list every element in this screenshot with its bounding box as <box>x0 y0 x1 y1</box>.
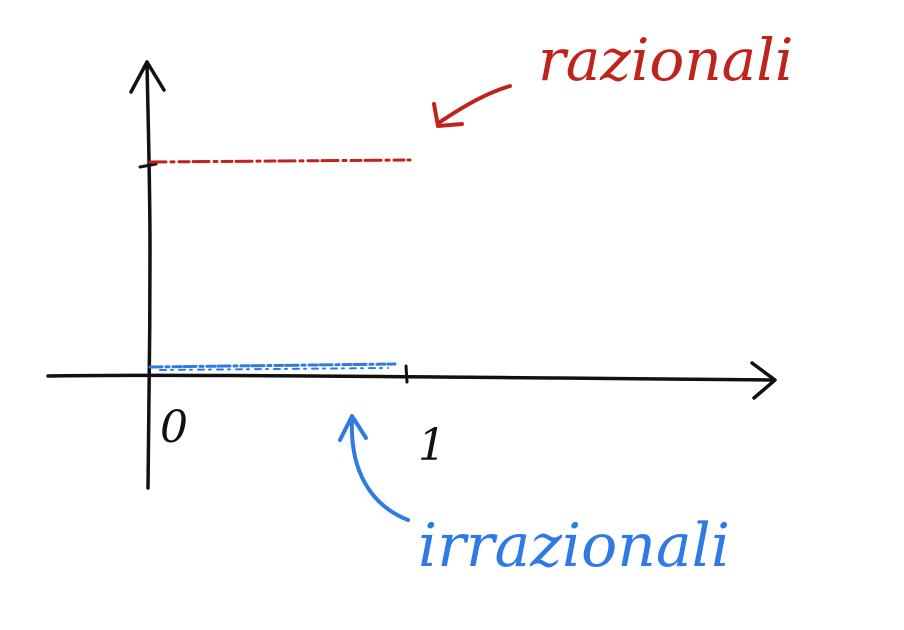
tick-label-one: 1 <box>418 420 446 471</box>
irrational-arrow <box>349 418 410 522</box>
irrational-level-line <box>148 362 397 369</box>
rational-level-line <box>148 158 412 164</box>
rational-arrowhead <box>432 102 464 128</box>
x-tick-one <box>404 364 409 384</box>
x-axis-arrowhead <box>750 361 777 400</box>
x-axis <box>46 373 774 382</box>
rational-label: razionali <box>538 26 793 94</box>
y-axis <box>145 60 152 490</box>
irrational-level-line-2 <box>159 367 389 371</box>
irrational-arrowhead <box>338 414 368 442</box>
y-axis-arrowhead <box>129 60 166 94</box>
irrational-label: irrazionali <box>418 511 730 581</box>
tick-label-zero: 0 <box>160 402 188 453</box>
y-tick-one <box>138 162 158 169</box>
rational-arrow <box>438 84 512 124</box>
